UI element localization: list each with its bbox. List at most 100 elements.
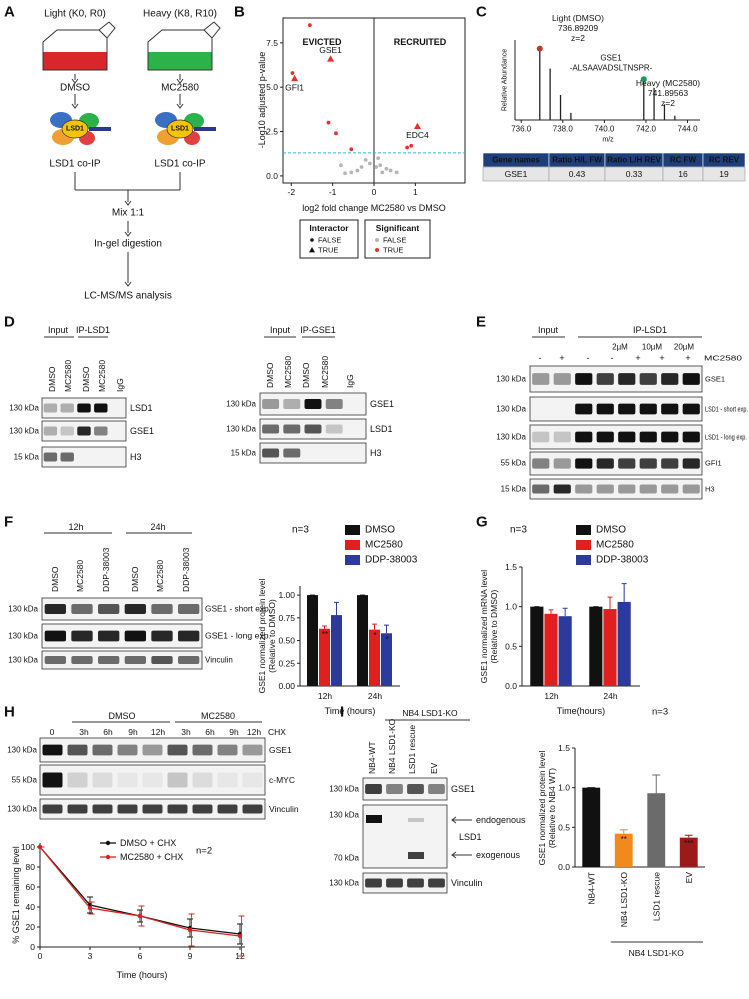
label: 130 kDa — [7, 805, 37, 814]
annotation: z=2 — [571, 33, 585, 43]
label: - — [539, 353, 542, 363]
lane-label: DDP-38003 — [101, 547, 111, 592]
blot-band — [44, 630, 66, 642]
label: MC2580 — [704, 354, 742, 363]
point — [87, 905, 93, 911]
table-cell-text: 16 — [678, 169, 688, 179]
label: 15 kDa — [231, 449, 257, 458]
table-cell — [702, 166, 746, 182]
error-bar — [562, 607, 568, 617]
blot-band — [682, 458, 700, 469]
blot-band — [575, 403, 593, 415]
legend-symbol — [105, 840, 111, 846]
label: 70 kDa — [334, 854, 360, 863]
time-label: 12h — [151, 727, 165, 737]
y-tick-label: 0.00 — [278, 681, 295, 691]
blot-band — [365, 878, 382, 888]
legend-swatch — [345, 540, 360, 550]
blot-band — [117, 804, 138, 814]
label: - — [611, 353, 614, 363]
blot-band — [67, 772, 88, 788]
blot-band — [661, 458, 679, 469]
y-tick-label: 0.0 — [505, 681, 517, 691]
y-tick-label: 2.5 — [266, 127, 278, 137]
x-axis-label: m/z — [602, 137, 614, 144]
label: GSE1 — [269, 745, 292, 755]
label: exogenous — [476, 850, 521, 860]
panel-label: B — [234, 4, 245, 21]
lane-label: IgG — [115, 378, 125, 392]
point — [384, 166, 389, 171]
blot-band — [92, 804, 113, 814]
panel-label: G — [476, 514, 488, 531]
legend-swatch — [576, 540, 591, 550]
table-cell-text: GSE1 — [505, 169, 528, 179]
label: 20µM — [674, 343, 695, 352]
significance: *** — [684, 839, 693, 848]
point-label: GSE1 — [319, 45, 342, 55]
bar — [331, 615, 342, 686]
y-axis-label: -Log10 adjusted p-value — [257, 52, 267, 149]
point — [374, 165, 378, 169]
blot-band — [217, 772, 238, 788]
legend-swatch — [576, 525, 591, 535]
table-cell-text: 19 — [719, 169, 729, 179]
blot-band — [428, 878, 445, 888]
blot-band — [71, 604, 93, 614]
label: LSD1 — [459, 832, 482, 842]
blot-frame — [529, 451, 703, 476]
bar — [369, 629, 380, 686]
blot-band — [618, 373, 636, 385]
legend-label: TRUE — [383, 246, 403, 255]
legend-label: TRUE — [318, 246, 338, 255]
label: 130 kDa — [496, 405, 526, 414]
blot-band — [682, 373, 700, 385]
table-header: Gene names — [492, 156, 540, 165]
blot-band — [639, 458, 657, 469]
blot-band — [596, 484, 614, 494]
point — [367, 161, 372, 166]
blot-band — [217, 744, 238, 756]
panel-label: A — [4, 4, 15, 21]
point — [349, 170, 354, 175]
x-tick-label: 24h — [603, 691, 617, 701]
blot-band — [639, 431, 657, 443]
label: 130 kDa — [329, 811, 359, 820]
blot-band — [98, 630, 120, 642]
annotation: -ALSAAVADSLTNSPR- — [570, 64, 653, 73]
blot-band — [682, 403, 700, 415]
label: LSD1 co-IP — [154, 159, 205, 170]
label: GSE1 - short exp. — [205, 605, 271, 614]
point — [291, 74, 299, 82]
error-bar — [322, 625, 327, 629]
blot-frame — [362, 777, 448, 801]
point — [290, 71, 295, 75]
blot-frame — [259, 442, 367, 464]
blot-band — [167, 804, 188, 814]
blot-band — [124, 630, 146, 642]
antibody — [194, 127, 216, 131]
blot-band — [71, 655, 93, 665]
label: c-MYC — [269, 775, 295, 785]
legend-symbol — [309, 247, 315, 253]
blot-band — [142, 804, 163, 814]
point — [326, 120, 331, 125]
bar — [679, 837, 698, 867]
blot-band — [553, 431, 571, 443]
label: IP-LSD1 — [633, 325, 667, 335]
legend-label: DMSO — [365, 525, 395, 536]
x-tick-label: -1 — [329, 187, 337, 197]
blot-band — [262, 399, 280, 409]
blot-frame — [41, 650, 203, 670]
blot-band — [92, 772, 113, 788]
x-tick-label: 0 — [38, 951, 43, 961]
region-label: EVICTED — [302, 37, 342, 47]
x-axis-label: log2 fold change MC2580 vs DMSO — [302, 203, 446, 213]
label: 130 kDa — [8, 632, 38, 641]
blot-band — [366, 815, 382, 823]
point — [137, 913, 143, 919]
blot-band — [304, 424, 322, 434]
blot-band — [532, 458, 550, 469]
blot-band — [151, 630, 173, 642]
lane-label: EV — [429, 762, 439, 774]
